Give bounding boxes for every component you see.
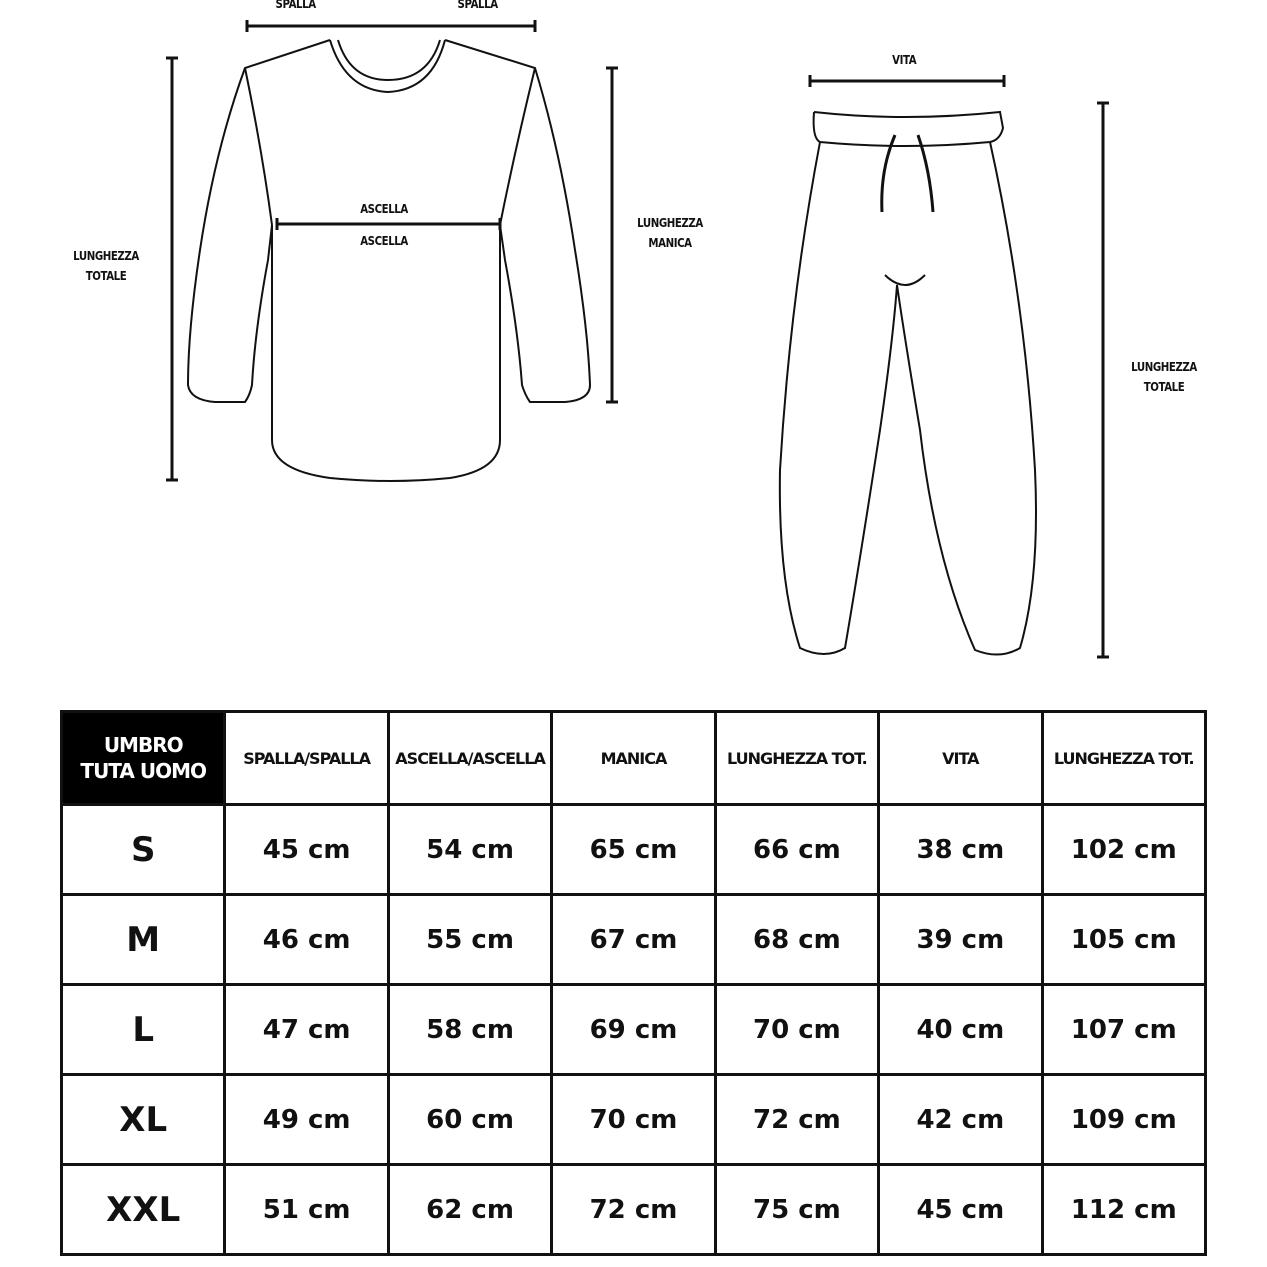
header-pants-length: LUNGHEZZA TOT. bbox=[1040, 710, 1208, 806]
measurement-cell: 66 cm bbox=[713, 803, 881, 896]
garment-diagram bbox=[166, 20, 1109, 659]
header-sleeve: MANICA bbox=[550, 710, 717, 806]
measurement-cell: 55 cm bbox=[386, 893, 554, 986]
measurement-cell: 49 cm bbox=[223, 1073, 390, 1166]
table-row: M 46 cm 55 cm 67 cm 68 cm 39 cm 105 cm bbox=[59, 893, 1208, 986]
measurement-cell: 54 cm bbox=[386, 803, 554, 896]
measurement-cell: 47 cm bbox=[223, 983, 390, 1076]
label-line: TOTALE bbox=[1143, 380, 1185, 394]
measurement-cell: 105 cm bbox=[1040, 893, 1208, 986]
measurement-cell: 72 cm bbox=[550, 1163, 717, 1256]
sweatshirt-outline bbox=[186, 39, 592, 482]
measurement-cell: 38 cm bbox=[877, 803, 1044, 896]
measurement-cell: 70 cm bbox=[550, 1073, 717, 1166]
size-cell: S bbox=[59, 803, 227, 896]
pants-length-measure-line bbox=[1097, 101, 1109, 659]
measurement-cell: 58 cm bbox=[386, 983, 554, 1076]
measurement-cell: 45 cm bbox=[223, 803, 390, 896]
label-waist: VITA bbox=[892, 53, 917, 67]
measurement-cell: 60 cm bbox=[386, 1073, 554, 1166]
label-line: LUNGHEZZA bbox=[1131, 360, 1197, 374]
measurement-cell: 40 cm bbox=[877, 983, 1044, 1076]
brand-cell: UMBRO TUTA UOMO bbox=[59, 710, 227, 806]
measurement-cell: 109 cm bbox=[1040, 1073, 1208, 1166]
measurement-cell: 67 cm bbox=[550, 893, 717, 986]
measurement-cell: 68 cm bbox=[713, 893, 881, 986]
product-name: TUTA UOMO bbox=[80, 759, 207, 783]
measurement-cell: 102 cm bbox=[1040, 803, 1208, 896]
pants-outline bbox=[778, 110, 1037, 656]
size-table: UMBRO TUTA UOMO SPALLA/SPALLA ASCELLA/AS… bbox=[59, 710, 1208, 1256]
label-shoulder-right: SPALLA bbox=[457, 0, 499, 11]
armpit-measure-line bbox=[275, 218, 502, 230]
header-waist: VITA bbox=[877, 710, 1044, 806]
measurement-cell: 62 cm bbox=[386, 1163, 554, 1256]
measurement-cell: 69 cm bbox=[550, 983, 717, 1076]
label-pants-total-length: LUNGHEZZA TOTALE bbox=[1122, 357, 1207, 397]
size-cell: XXL bbox=[59, 1163, 227, 1256]
header-armpit: ASCELLA/ASCELLA bbox=[386, 710, 554, 806]
measurement-cell: 65 cm bbox=[550, 803, 717, 896]
size-cell: M bbox=[59, 893, 227, 986]
size-cell: XL bbox=[59, 1073, 227, 1166]
measurement-cell: 112 cm bbox=[1040, 1163, 1208, 1256]
table-header-row: UMBRO TUTA UOMO SPALLA/SPALLA ASCELLA/AS… bbox=[59, 710, 1208, 806]
label-line: MANICA bbox=[648, 236, 692, 250]
brand-name: UMBRO bbox=[103, 733, 184, 757]
measurement-cell: 42 cm bbox=[877, 1073, 1044, 1166]
measurement-cell: 45 cm bbox=[877, 1163, 1044, 1256]
label-armpit-top: ASCELLA bbox=[360, 202, 408, 216]
waist-measure-line bbox=[808, 75, 1006, 87]
table-row: S 45 cm 54 cm 65 cm 66 cm 38 cm 102 cm bbox=[59, 803, 1208, 896]
measurement-cell: 39 cm bbox=[877, 893, 1044, 986]
label-sleeve-length: LUNGHEZZA MANICA bbox=[628, 213, 713, 253]
measurement-cell: 75 cm bbox=[713, 1163, 881, 1256]
label-armpit-bottom: ASCELLA bbox=[360, 234, 408, 248]
header-shoulder: SPALLA/SPALLA bbox=[223, 710, 390, 806]
size-cell: L bbox=[59, 983, 227, 1076]
label-line: LUNGHEZZA bbox=[73, 249, 139, 263]
shirt-length-measure-line bbox=[166, 56, 178, 482]
table-row: XXL 51 cm 62 cm 72 cm 75 cm 45 cm 112 cm bbox=[59, 1163, 1208, 1256]
label-shirt-total-length: LUNGHEZZA TOTALE bbox=[64, 246, 149, 286]
label-line: TOTALE bbox=[85, 269, 127, 283]
label-line: LUNGHEZZA bbox=[637, 216, 703, 230]
measurement-cell: 51 cm bbox=[223, 1163, 390, 1256]
table-row: XL 49 cm 60 cm 70 cm 72 cm 42 cm 109 cm bbox=[59, 1073, 1208, 1166]
measurement-cell: 70 cm bbox=[713, 983, 881, 1076]
table-row: L 47 cm 58 cm 69 cm 70 cm 40 cm 107 cm bbox=[59, 983, 1208, 1076]
measurement-cell: 107 cm bbox=[1040, 983, 1208, 1076]
measurement-cell: 46 cm bbox=[223, 893, 390, 986]
header-shirt-length: LUNGHEZZA TOT. bbox=[713, 710, 881, 806]
label-shoulder-left: SPALLA bbox=[275, 0, 317, 11]
shoulder-measure-line bbox=[245, 20, 537, 32]
sleeve-length-measure-line bbox=[606, 66, 618, 404]
measurement-cell: 72 cm bbox=[713, 1073, 881, 1166]
